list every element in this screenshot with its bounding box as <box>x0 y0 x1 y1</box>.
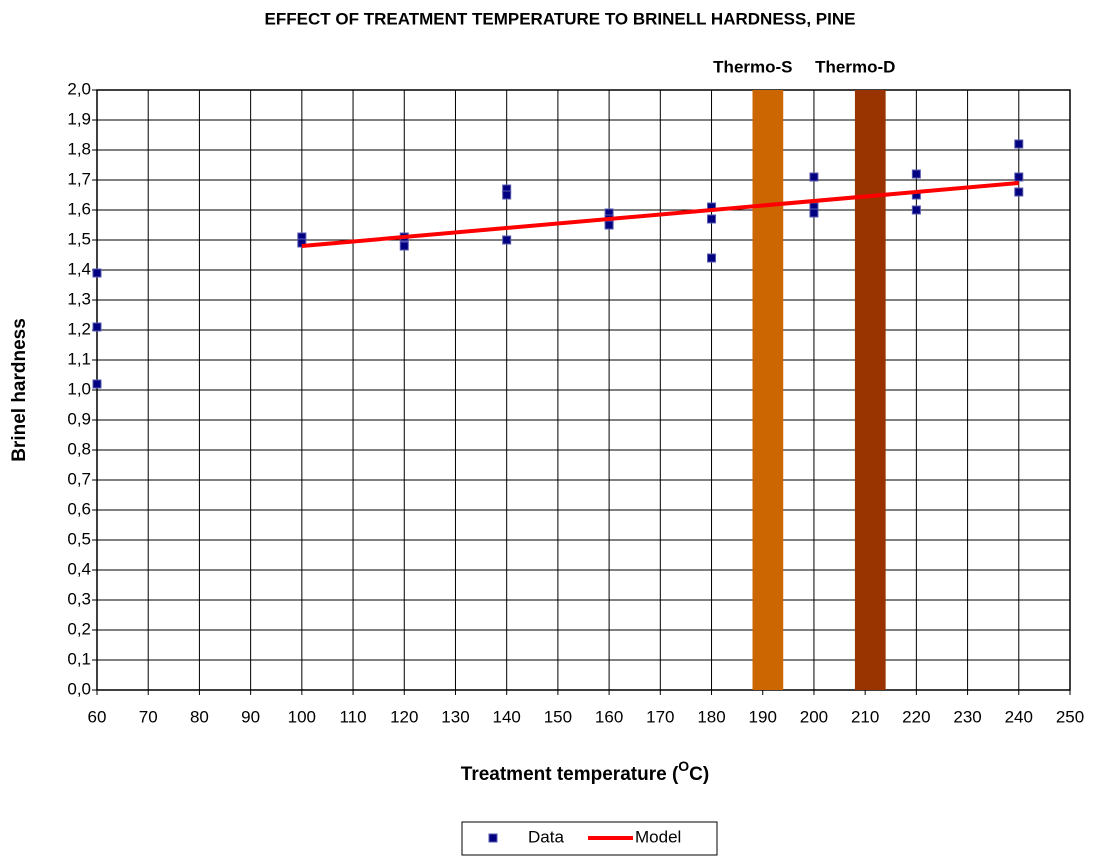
x-axis-label-part: Treatment temperature ( <box>461 764 679 785</box>
y-tick-label: 0,9 <box>67 409 91 428</box>
data-point <box>297 238 307 248</box>
x-tick-label: 230 <box>953 707 981 726</box>
model-line <box>301 181 1019 248</box>
data-point <box>399 241 409 251</box>
y-tick-label: 1,5 <box>67 229 91 248</box>
x-tick-label: 250 <box>1056 707 1084 726</box>
y-tick-label: 1,1 <box>67 349 91 368</box>
legend-label: Model <box>635 827 681 846</box>
data-point <box>1014 187 1024 197</box>
x-tick-label: 150 <box>544 707 572 726</box>
data-point <box>911 205 921 215</box>
y-tick-label: 0,1 <box>67 649 91 668</box>
y-axis-label: Brinel hardness <box>9 318 30 462</box>
y-tick-label: 1,7 <box>67 169 91 188</box>
y-tick-label: 1,2 <box>67 319 91 338</box>
y-tick-label: 1,3 <box>67 289 91 308</box>
data-point <box>809 208 819 218</box>
x-tick-label: 220 <box>902 707 930 726</box>
x-tick-label: 160 <box>595 707 623 726</box>
x-tick-label: 80 <box>190 707 209 726</box>
y-tick-label: 1,0 <box>67 379 91 398</box>
data-point <box>1014 172 1024 182</box>
data-point <box>707 253 717 263</box>
y-tick-label: 0,5 <box>67 529 91 548</box>
y-tick-label: 1,8 <box>67 139 91 158</box>
y-tick-label: 0,7 <box>67 469 91 488</box>
x-tick-label: 180 <box>697 707 725 726</box>
x-tick-label: 200 <box>800 707 828 726</box>
x-tick-label: 140 <box>492 707 520 726</box>
band <box>854 90 886 690</box>
legend-label: Data <box>528 827 564 846</box>
x-tick-label: 100 <box>288 707 316 726</box>
data-point <box>911 169 921 179</box>
x-tick-label: 240 <box>1005 707 1033 726</box>
band-label: Thermo-D <box>815 57 895 76</box>
chart-title: EFFECT OF TREATMENT TEMPERATURE TO BRINE… <box>265 9 856 28</box>
x-axis-label-part: C) <box>689 764 709 785</box>
y-tick-label: 0,0 <box>67 679 91 698</box>
band-label: Thermo-S <box>713 57 792 76</box>
data-point <box>92 322 102 332</box>
x-tick-label: 70 <box>139 707 158 726</box>
x-tick-label: 170 <box>646 707 674 726</box>
data-point <box>502 235 512 245</box>
y-tick-label: 0,2 <box>67 619 91 638</box>
y-tick-label: 0,4 <box>67 559 91 578</box>
x-axis-label: Treatment temperature (OC) <box>461 758 709 785</box>
data-point <box>707 214 717 224</box>
data-point <box>502 190 512 200</box>
legend-marker <box>488 833 498 843</box>
data-point <box>1014 139 1024 149</box>
x-tick-label: 190 <box>749 707 777 726</box>
x-tick-label: 120 <box>390 707 418 726</box>
data-point <box>604 220 614 230</box>
data-point <box>809 172 819 182</box>
x-tick-label: 90 <box>241 707 260 726</box>
y-tick-label: 0,8 <box>67 439 91 458</box>
y-tick-label: 1,6 <box>67 199 91 218</box>
x-axis-label-part: O <box>678 758 689 774</box>
y-tick-label: 2,0 <box>67 79 91 98</box>
x-tick-label: 210 <box>851 707 879 726</box>
band <box>752 90 784 690</box>
x-tick-label: 130 <box>441 707 469 726</box>
data-point <box>92 379 102 389</box>
plot-border <box>96 89 1071 691</box>
y-tick-label: 0,6 <box>67 499 91 518</box>
y-tick-label: 1,9 <box>67 109 91 128</box>
y-tick-label: 1,4 <box>67 259 91 278</box>
y-tick-label: 0,3 <box>67 589 91 608</box>
data-point <box>92 268 102 278</box>
x-tick-label: 110 <box>339 707 366 726</box>
x-tick-label: 60 <box>88 707 107 726</box>
